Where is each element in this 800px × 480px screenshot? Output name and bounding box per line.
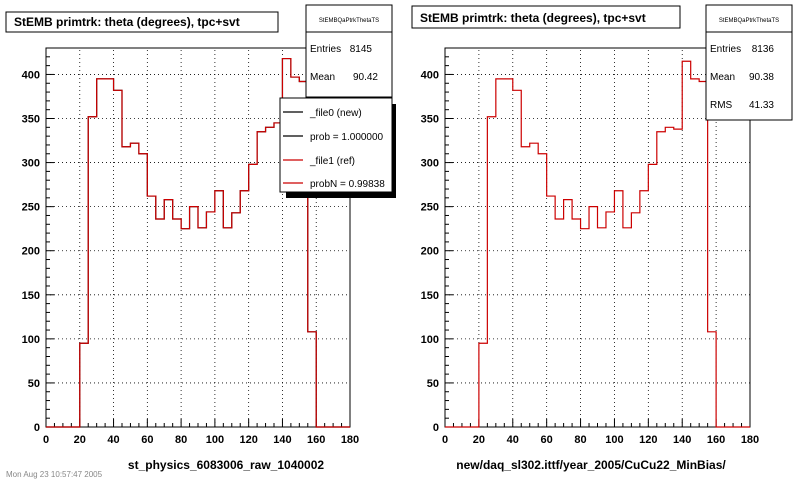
right-stats-name: StEMBQaPtrkThetaTS: [719, 18, 779, 24]
right-title-box: [411, 5, 681, 29]
right-histogram-bars: [445, 60, 750, 428]
right-stats-frame: [705, 4, 793, 121]
left-histogram-panel: 0 20 40 60 80 100 120 140 160 180 0 50 100 150 200 250…: [5, 4, 396, 472]
x-tick-label: 60: [141, 434, 153, 446]
x-tick-label: 140: [273, 434, 291, 446]
x-tick-label: 0: [442, 434, 448, 446]
x-tick-label: 20: [74, 434, 86, 446]
x-tick-label: 40: [507, 434, 519, 446]
legend-entry-ref: _file1 (ref): [309, 156, 355, 167]
x-tick-label: 20: [473, 434, 485, 446]
right-stats-rms-label: RMS: [710, 100, 733, 111]
left-chart-title: StEMB primtrk: theta (degrees), tpc+svt: [14, 15, 240, 29]
right-stats-mean-value: 90.38: [749, 72, 774, 83]
y-tick-label: 300: [22, 158, 40, 170]
x-tick-label: 100: [206, 434, 224, 446]
x-tick-label: 120: [239, 434, 257, 446]
x-tick-label: 160: [307, 434, 325, 446]
y-tick-label: 0: [433, 422, 439, 434]
right-stats-rms-value: 41.33: [749, 100, 774, 111]
x-tick-label: 60: [541, 434, 553, 446]
y-tick-label: 400: [22, 69, 40, 81]
y-tick-label: 50: [427, 378, 439, 390]
x-tick-label: 180: [341, 434, 359, 446]
left-stats-frame: [305, 4, 393, 98]
x-tick-label: 160: [707, 434, 725, 446]
x-tick-label: 140: [673, 434, 691, 446]
y-tick-label: 0: [34, 422, 40, 434]
left-legend[interactable]: _file0 (new) prob = 1.000000 _file1 (ref…: [279, 97, 396, 198]
right-histogram-panel: 0 20 40 60 80 100 120 140 160 180 0 50 100 150 200 250…: [411, 4, 793, 472]
y-tick-label: 400: [421, 69, 439, 81]
left-stats-entries-value: 8145: [350, 44, 373, 55]
left-x-axis-label: st_physics_6083006_raw_1040002: [128, 458, 324, 472]
left-title-box: [5, 11, 279, 33]
right-stats-entries-value: 8136: [752, 44, 775, 55]
histogram-series-0: [445, 60, 750, 428]
y-tick-label: 100: [421, 334, 439, 346]
left-stats-name: StEMBQaPtrkThetaTS: [319, 18, 379, 24]
left-stats-box[interactable]: StEMBQaPtrkThetaTS Entries 8145 Mean 90.…: [305, 4, 393, 98]
legend-entry-new: _file0 (new): [309, 108, 362, 119]
right-x-tick-labels: 0 20 40 60 80 100 120 140 160 180: [442, 434, 759, 446]
x-tick-label: 120: [639, 434, 657, 446]
left-x-tick-labels: 0 20 40 60 80 100 120 140 160 180: [43, 434, 359, 446]
right-y-tick-labels: 0 50 100 150 200 250 300 350 400: [421, 69, 439, 434]
right-stats-entries-label: Entries: [710, 44, 741, 55]
legend-entry-prob: prob = 1.000000: [310, 132, 384, 143]
histogram-series-1: [46, 57, 350, 428]
legend-entry-probn: probN = 0.99838: [310, 179, 385, 190]
right-stats-mean-label: Mean: [710, 72, 735, 83]
right-stats-box[interactable]: StEMBQaPtrkThetaTS Entries 8136 Mean 90.…: [705, 4, 793, 121]
y-tick-label: 100: [22, 334, 40, 346]
y-tick-label: 200: [22, 246, 40, 258]
x-tick-label: 0: [43, 434, 49, 446]
x-tick-label: 40: [107, 434, 119, 446]
x-tick-label: 100: [605, 434, 623, 446]
y-tick-label: 350: [22, 114, 40, 126]
y-tick-label: 250: [22, 202, 40, 214]
left-stats-entries-label: Entries: [310, 44, 341, 55]
y-tick-label: 200: [421, 246, 439, 258]
legend-frame: [279, 97, 393, 193]
y-tick-label: 150: [22, 290, 40, 302]
left-histogram-bars: [46, 57, 350, 428]
y-tick-label: 350: [421, 114, 439, 126]
y-tick-label: 150: [421, 290, 439, 302]
x-tick-label: 80: [175, 434, 187, 446]
timestamp-footer: Mon Aug 23 10:57:47 2005: [6, 470, 103, 479]
left-y-tick-labels: 0 50 100 150 200 250 300 350 400: [22, 69, 40, 434]
right-chart-title: StEMB primtrk: theta (degrees), tpc+svt: [420, 11, 646, 25]
right-x-axis-label: new/daq_sl302.ittf/year_2005/CuCu22_MinB…: [456, 458, 726, 472]
y-tick-label: 50: [28, 378, 40, 390]
x-tick-label: 80: [574, 434, 586, 446]
left-stats-mean-label: Mean: [310, 72, 335, 83]
y-tick-label: 250: [421, 202, 439, 214]
x-tick-label: 180: [741, 434, 759, 446]
left-stats-mean-value: 90.42: [353, 72, 378, 83]
right-plot-frame: [444, 47, 751, 428]
y-tick-label: 300: [421, 158, 439, 170]
